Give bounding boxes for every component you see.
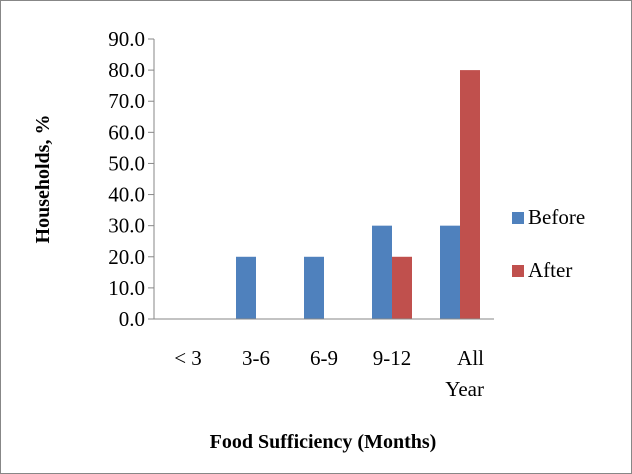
x-tick-label: 6-9 — [310, 346, 338, 370]
x-tick-label: 9-12 — [373, 346, 412, 370]
bar-before-2 — [304, 256, 324, 319]
bars — [236, 70, 480, 319]
y-tick-label: 70.0 — [108, 89, 145, 113]
y-axis-ticks — [148, 38, 154, 320]
y-tick-label: 20.0 — [108, 245, 145, 269]
x-tick-label: 3-6 — [242, 346, 270, 370]
y-tick-label: 80.0 — [108, 58, 145, 82]
y-tick-label: 10.0 — [108, 276, 145, 300]
bar-after-3 — [392, 256, 412, 319]
y-tick-label: 30.0 — [108, 214, 145, 238]
x-tick-label: < 3 — [174, 346, 202, 370]
legend: Before After — [512, 205, 585, 282]
y-axis-tick-labels: 0.0 10.0 20.0 30.0 40.0 50.0 60.0 70.0 80.0 90.0 — [108, 27, 145, 331]
y-tick-label: 50.0 — [108, 151, 145, 175]
legend-label-before: Before — [528, 205, 585, 229]
y-axis-title: Households, % — [32, 115, 54, 244]
y-tick-label: 0.0 — [119, 307, 145, 331]
y-tick-label: 60.0 — [108, 120, 145, 144]
x-axis-tick-labels: < 3 3-6 6-9 9-12 All Year — [174, 346, 484, 401]
legend-swatch-before — [512, 212, 524, 224]
y-tick-label: 40.0 — [108, 183, 145, 207]
x-tick-label: Year — [445, 377, 484, 401]
bar-after-4 — [460, 70, 480, 319]
y-tick-label: 90.0 — [108, 27, 145, 51]
bar-before-4 — [440, 225, 460, 319]
x-tick-label: All — [457, 346, 484, 370]
bar-before-1 — [236, 256, 256, 319]
bar-before-3 — [372, 225, 392, 319]
legend-swatch-after — [512, 265, 524, 277]
x-axis-title: Food Sufficiency (Months) — [210, 431, 437, 453]
legend-label-after: After — [528, 258, 572, 282]
